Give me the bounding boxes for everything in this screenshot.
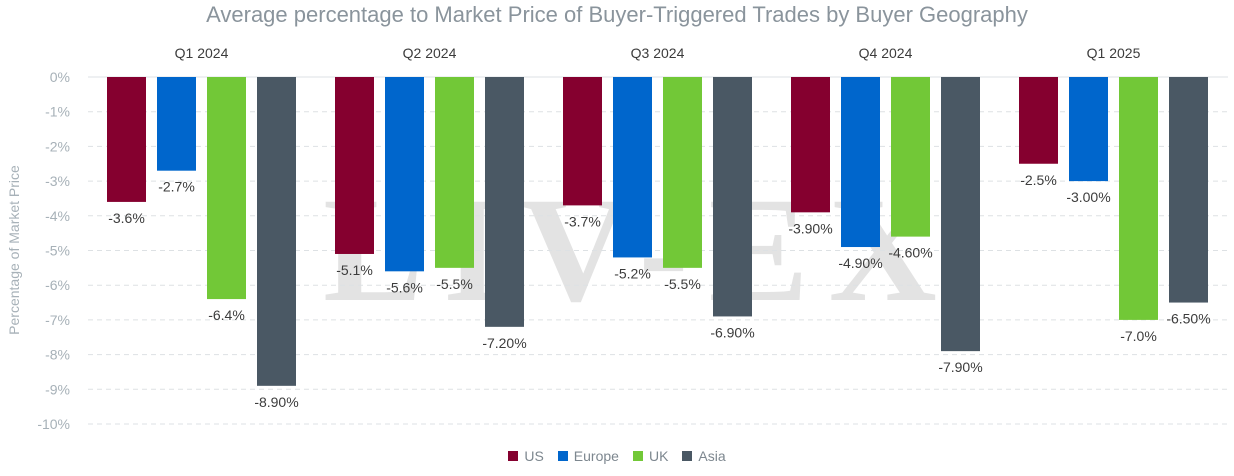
y-tick-label: -6% [45,277,70,293]
y-tick-label: 0% [50,69,70,85]
y-tick-label: -1% [45,104,70,120]
data-label: -6.4% [208,307,245,323]
data-label: -4.60% [888,245,932,261]
y-tick-label: -8% [45,347,70,363]
category-label: Q2 2024 [403,45,457,61]
bar-uk [435,77,474,268]
category-label: Q4 2024 [859,45,913,61]
data-labels: -3.6% -2.7% -6.4% -8.90% -5.1% -5.6% -5.5% -7.2… [108,172,1210,410]
bar-europe [841,77,880,248]
y-tick-label: -3% [45,173,70,189]
data-label: -3.7% [564,213,601,229]
category-label: Q3 2024 [631,45,685,61]
bar-uk [1119,77,1158,320]
legend-item-uk: UK [632,448,669,464]
bar-us [563,77,602,206]
y-axis-title: Percentage of Market Price [6,165,22,335]
data-label: -3.6% [108,210,145,226]
data-label: -7.20% [482,335,526,351]
legend-label: UK [648,448,669,464]
bar-asia [1169,77,1208,303]
bar-europe [1069,77,1108,182]
y-tick-label: -7% [45,312,70,328]
y-axis: 0% -1% -2% -3% -4% -5% -6% -7% -8% -9% -10% Q1 2024… [37,45,1140,432]
data-label: -2.5% [1020,172,1057,188]
data-label: -6.50% [1166,311,1210,327]
data-label: -5.5% [664,276,701,292]
bar-asia [257,77,296,386]
legend-item-us: US [508,448,544,464]
bar-asia [941,77,980,352]
legend-label: US [524,448,544,464]
bar-europe [385,77,424,272]
legend-swatch [632,451,643,461]
legend-swatch [557,451,568,461]
data-label: -5.5% [436,276,473,292]
bar-europe [613,77,652,258]
bar-europe [157,77,196,171]
data-label: -6.90% [710,324,754,340]
legend-label: Asia [698,448,726,464]
data-label: -3.90% [788,220,832,236]
data-label: -4.90% [838,255,882,271]
chart-title: Average percentage to Market Price of Bu… [206,2,1028,27]
bar-asia [485,77,524,327]
legend-swatch [508,451,519,461]
data-label: -5.2% [614,265,651,281]
bar-uk [891,77,930,237]
y-tick-label: -9% [45,381,70,397]
y-tick-label: -4% [45,208,70,224]
data-label: -7.0% [1120,328,1157,344]
y-tick-label: -2% [45,138,70,154]
y-tick-label: -10% [37,416,70,432]
data-label: -5.1% [336,262,373,278]
bar-asia [713,77,752,317]
data-label: -8.90% [254,394,298,410]
legend: US Europe UK Asia [0,448,1234,464]
data-label: -7.90% [938,359,982,375]
bars [107,77,1208,386]
y-tick-label: -5% [45,243,70,259]
legend-item-asia: Asia [682,448,726,464]
data-label: -2.7% [158,179,195,195]
bar-uk [207,77,246,300]
legend-swatch [682,451,693,461]
bar-us [107,77,146,202]
category-label: Q1 2024 [175,45,229,61]
legend-item-europe: Europe [557,448,619,464]
category-label: Q1 2025 [1087,45,1141,61]
data-label: -3.00% [1066,189,1110,205]
data-label: -5.6% [386,279,423,295]
bar-us [1019,77,1058,164]
bar-uk [663,77,702,268]
bar-us [791,77,830,213]
bar-us [335,77,374,254]
legend-label: Europe [573,448,619,464]
